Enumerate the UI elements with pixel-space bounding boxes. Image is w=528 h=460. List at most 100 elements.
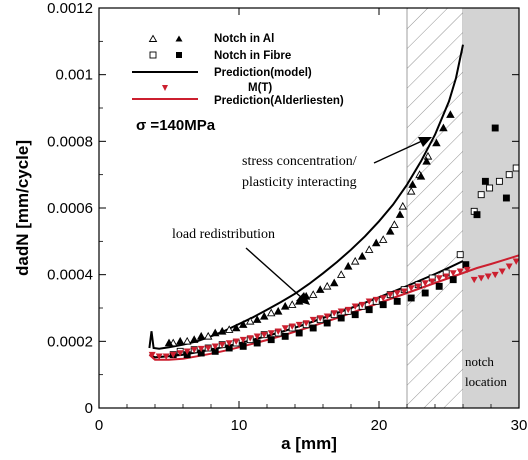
data-point-m-t (505, 263, 513, 270)
data-point-notch-in-al (364, 245, 374, 253)
data-point-m-t (155, 353, 163, 360)
data-point-m-t (407, 285, 415, 292)
data-point-notch-in-fibre (495, 177, 503, 185)
data-point-m-t (176, 350, 184, 357)
x-tick-label: 0 (95, 417, 103, 434)
data-point-notch-in-al (182, 336, 192, 345)
data-point-m-t (302, 320, 310, 327)
notch-region-label-line2: location (465, 374, 507, 389)
data-point-notch-in-fibre (309, 324, 317, 332)
data-point-m-t (435, 275, 443, 282)
data-point-notch-in-al (175, 336, 185, 345)
data-point-m-t (463, 266, 471, 274)
data-point-notch-in-fibre (295, 329, 303, 337)
data-point-m-t (512, 258, 519, 265)
data-point-notch-in-fibre (421, 289, 429, 297)
data-point-notch-in-al (315, 285, 325, 293)
data-point-notch-in-al (238, 320, 248, 328)
data-point-m-t (316, 315, 324, 322)
annotation-load-redistribution: load redistribution (172, 227, 275, 242)
data-point-notch-in-al (273, 306, 283, 315)
data-point-notch-in-al (378, 235, 388, 243)
legend-triangle-filled-marker (175, 35, 183, 42)
data-point-m-t (351, 303, 359, 310)
data-point-m-t (148, 351, 156, 359)
data-point-notch-in-fibre (486, 184, 494, 192)
data-point-notch-in-al (390, 220, 399, 228)
data-point-m-t (281, 325, 289, 332)
data-point-m-t (204, 345, 212, 352)
data-point-m-t (330, 310, 338, 317)
data-point-m-t (372, 296, 380, 304)
data-point-notch-in-al (357, 251, 367, 260)
data-point-notch-in-fibre (462, 261, 470, 269)
data-point-notch-in-al (395, 210, 405, 218)
data-point-notch-in-al (203, 331, 213, 340)
legend-label-notch-in-fibre: Notch in Fibre (214, 50, 291, 62)
data-point-notch-in-al (329, 278, 339, 287)
y-tick-label: 0.0006 (47, 200, 93, 217)
data-point-m-t (211, 343, 219, 350)
notch-hatched-region (406, 7, 464, 409)
data-point-m-t (239, 336, 247, 344)
data-point-m-t (183, 348, 191, 355)
data-point-notch-in-al (371, 238, 381, 247)
data-point-m-t (470, 276, 478, 284)
legend-triangle-open-marker (148, 34, 158, 42)
legend-label-mt: M(T) (248, 82, 272, 94)
data-point-m-t (323, 313, 331, 320)
data-point-notch-in-fibre (351, 311, 359, 319)
y-tick-label: 0.001 (55, 67, 93, 84)
y-tick-label: 0.0008 (47, 133, 93, 150)
data-point-m-t (218, 341, 226, 349)
data-point-notch-in-al (231, 323, 241, 332)
data-point-notch-in-al (308, 290, 318, 298)
data-point-m-t (456, 268, 464, 275)
data-point-notch-in-al (432, 138, 441, 147)
data-point-m-t (386, 291, 394, 299)
data-point-m-t (246, 335, 254, 342)
x-tick-label: 10 (231, 417, 248, 434)
y-tick-label: 0.0002 (47, 333, 93, 350)
data-point-m-t (309, 316, 317, 324)
data-point-m-t (477, 275, 485, 282)
legend-item-notch-in-al: Notch in Al (148, 33, 274, 45)
data-point-notch-in-fibre (393, 297, 401, 305)
data-point-notch-in-al (266, 308, 276, 317)
legend-red-down-triangle (162, 85, 168, 91)
data-point-notch-in-al (350, 256, 360, 265)
data-point-notch-in-al (322, 281, 332, 290)
data-point-notch-in-al (416, 171, 426, 180)
data-point-m-t (414, 283, 422, 290)
y-axis-title: dadN [mm/cycle] (13, 140, 32, 276)
data-point-notch-in-fibre (379, 301, 387, 309)
legend-item-prediction-model: Prediction(model) (132, 67, 312, 79)
data-point-notch-in-fibre (473, 211, 481, 219)
data-point-notch-in-fibre (365, 306, 373, 314)
data-point-notch-in-al (245, 316, 255, 325)
data-point-notch-in-al (252, 315, 262, 323)
data-point-notch-in-al (217, 326, 227, 335)
data-point-m-t (449, 270, 457, 277)
data-point-notch-in-fibre (323, 319, 331, 327)
legend-label-notch-in-al: Notch in Al (214, 33, 274, 45)
data-point-notch-in-al (189, 335, 199, 343)
data-point-m-t (260, 331, 268, 339)
data-point-notch-in-al (398, 201, 408, 210)
data-point-m-t (225, 340, 233, 347)
data-point-notch-in-al (408, 180, 417, 188)
data-point-m-t (197, 345, 205, 353)
data-point-m-t (344, 306, 352, 314)
data-point-notch-in-fibre (502, 194, 510, 202)
annotation-stress-concentration-line1: stress concentration/ (242, 154, 357, 169)
annotation-arrow-stress (373, 137, 432, 164)
data-point-m-t (400, 288, 408, 295)
data-point-notch-in-fibre (456, 251, 464, 259)
data-point-notch-in-al (196, 331, 206, 340)
data-point-notch-in-al (343, 261, 353, 270)
data-point-notch-in-al (385, 226, 395, 235)
data-point-notch-in-al (422, 156, 431, 165)
legend-item-mt: M(T) (162, 82, 272, 94)
data-point-m-t (232, 338, 240, 345)
legend-item-notch-in-fibre: Notch in Fibre (149, 50, 291, 62)
